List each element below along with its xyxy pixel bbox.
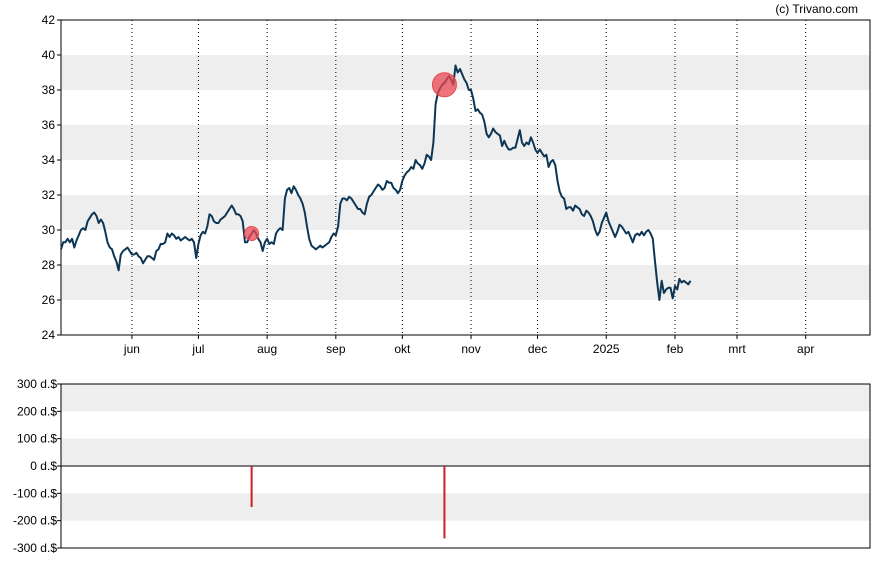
volume-y-tick-label: 200 d.$ (17, 404, 57, 418)
volume-band (61, 384, 870, 412)
x-tick-label: 2025 (593, 342, 620, 356)
y-tick-label: 30 (42, 223, 56, 237)
price-plot-frame (60, 19, 871, 336)
x-tick-label: feb (667, 342, 684, 356)
y-tick-label: 36 (42, 118, 56, 132)
x-tick-label: aug (257, 342, 277, 356)
y-tick-label: 40 (42, 48, 56, 62)
volume-band (61, 438, 870, 466)
volume-band (61, 493, 870, 521)
volume-y-tick-label: 0 d.$ (30, 459, 57, 473)
volume-plot-frame (60, 383, 871, 549)
volume-y-tick-label: -300 d.$ (13, 541, 57, 555)
volume-y-tick-label: 300 d.$ (17, 377, 57, 391)
x-tick-label: dec (528, 342, 547, 356)
price-series-line (60, 64, 692, 301)
y-tick-label: 26 (42, 293, 56, 307)
y-tick-label: 38 (42, 83, 56, 97)
price-band (61, 195, 870, 230)
price-band (61, 265, 870, 300)
x-tick-label: sep (326, 342, 346, 356)
y-tick-label: 42 (42, 13, 56, 27)
price-band (61, 125, 870, 160)
price-panel: 24 26 28 30 32 34 36 38 40 42 jun jul aug sep okt nov d… (42, 13, 871, 356)
volume-y-tick-label: -200 d.$ (13, 514, 57, 528)
y-tick-label: 34 (42, 153, 56, 167)
x-tick-label: mrt (728, 342, 746, 356)
x-tick-label: jun (123, 342, 140, 356)
y-tick-label: 24 (42, 328, 56, 342)
trade-marker (244, 226, 260, 241)
x-tick-label: nov (461, 342, 480, 356)
x-tick-label: jul (191, 342, 204, 356)
y-tick-label: 32 (42, 188, 56, 202)
price-band (61, 55, 870, 90)
volume-y-tick-label: 100 d.$ (17, 432, 57, 446)
x-tick-label: okt (394, 342, 411, 356)
x-tick-label: apr (797, 342, 814, 356)
trade-marker (431, 72, 457, 98)
credit-text: (c) Trivano.com (775, 2, 858, 16)
y-tick-label: 28 (42, 258, 56, 272)
volume-y-tick-label: -100 d.$ (13, 486, 57, 500)
volume-panel: 300 d.$ 200 d.$ 100 d.$ 0 d.$ -100 d.$ -200 d… (13, 377, 871, 555)
